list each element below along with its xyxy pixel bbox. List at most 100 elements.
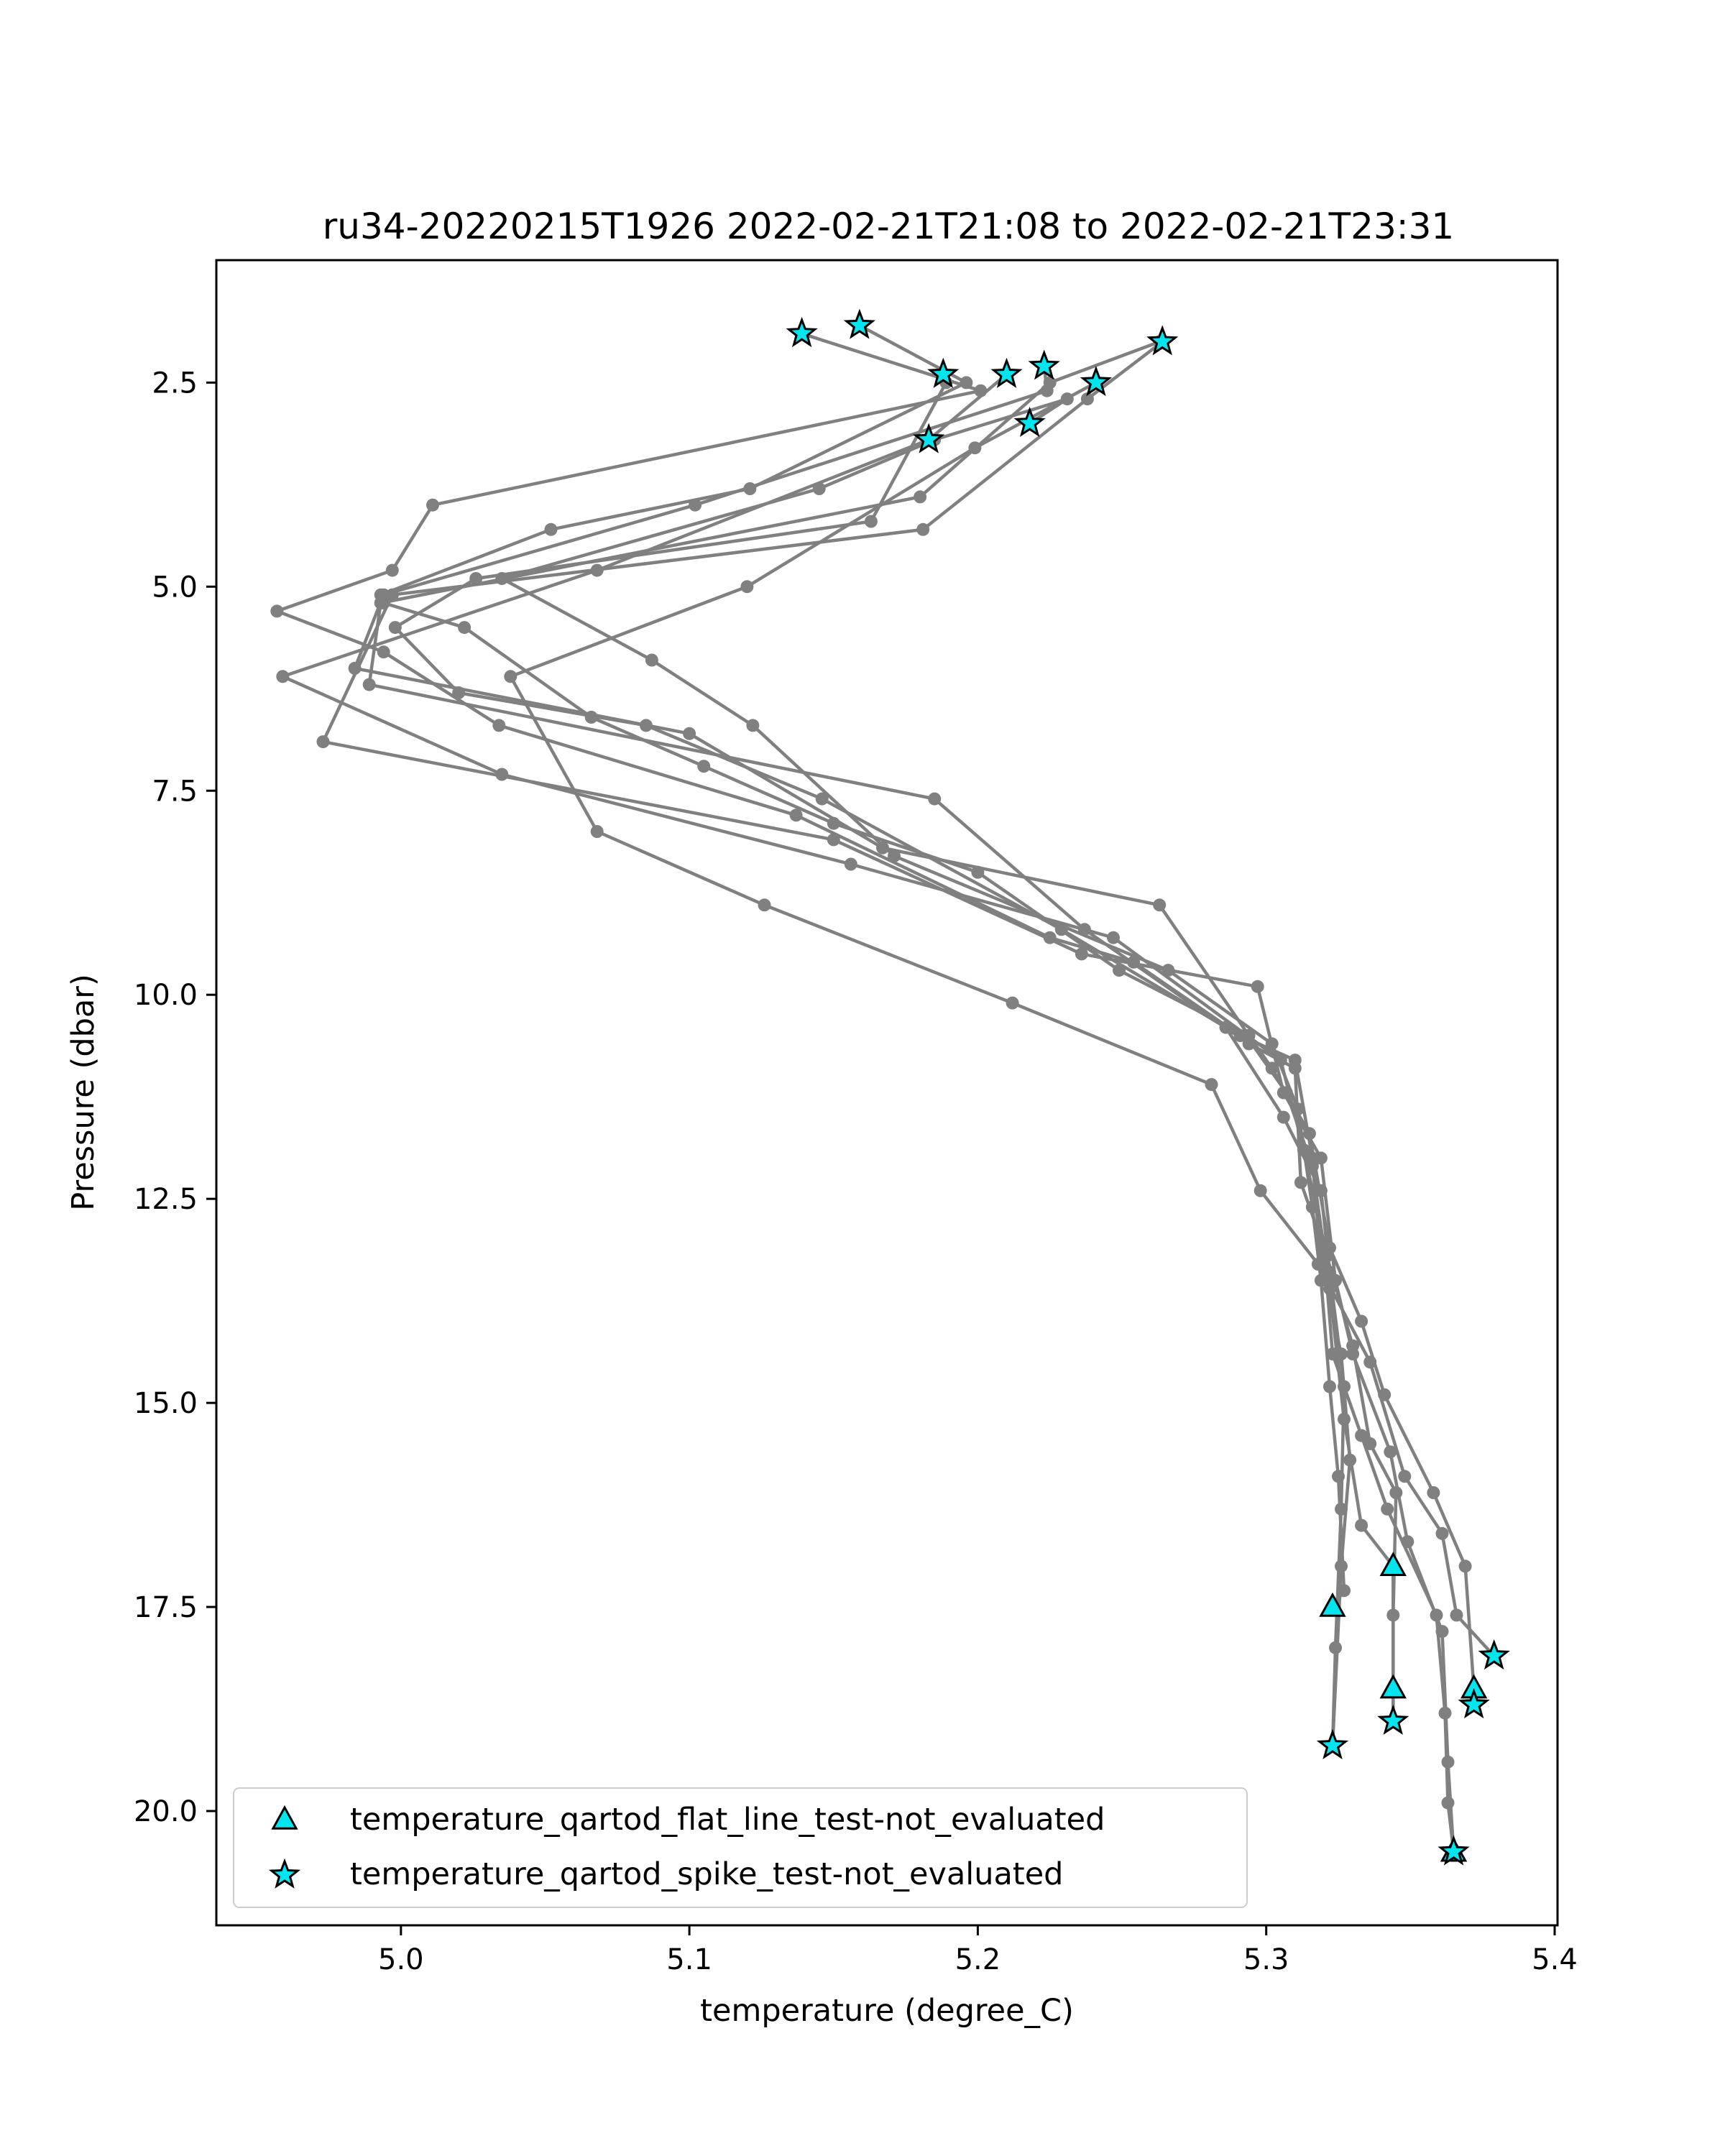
profile-point <box>971 865 985 879</box>
profile-point <box>1043 931 1057 944</box>
spike-marker <box>927 357 960 388</box>
profile-point <box>1355 1314 1368 1328</box>
spike-marker <box>1377 1704 1409 1735</box>
profile-point <box>1335 1502 1348 1516</box>
profile-point <box>1363 1437 1377 1450</box>
y-axis-label: Pressure (dbar) <box>65 974 101 1210</box>
profile-line-9 <box>500 397 1346 1608</box>
profile-point <box>1205 1078 1218 1092</box>
profile-point <box>590 563 604 577</box>
profile-point <box>1450 1608 1463 1622</box>
profile-point <box>504 670 518 683</box>
legend-box <box>233 1787 1248 1908</box>
profile-point <box>1386 1608 1400 1622</box>
x-tick-label: 5.0 <box>378 1943 424 1976</box>
profile-point <box>1329 1273 1342 1287</box>
profile-point <box>1430 1608 1443 1622</box>
plot-area <box>215 259 1559 1927</box>
profile-point <box>584 711 598 724</box>
profile-point <box>968 441 982 455</box>
profile-lines <box>275 323 1496 1853</box>
profile-point <box>1435 1625 1449 1639</box>
profile-point <box>1378 1388 1392 1401</box>
profile-point <box>1153 898 1167 912</box>
profile-point <box>1384 1445 1397 1459</box>
profile-point <box>1398 1470 1412 1483</box>
profile-point <box>1305 1200 1319 1214</box>
profile-point <box>1107 931 1120 944</box>
profile-point <box>495 572 509 585</box>
profile-point <box>385 563 399 577</box>
profile-point <box>916 522 930 536</box>
profile-points <box>270 318 1501 1858</box>
profile-point <box>385 588 399 602</box>
profile-point <box>1346 1348 1360 1360</box>
profile-point <box>1288 1061 1302 1075</box>
profile-point <box>1251 980 1264 993</box>
profile-point <box>960 376 973 390</box>
profile-point <box>1317 1241 1330 1255</box>
profile-point <box>388 621 402 635</box>
legend-label-flat-line: temperature_qartod_flat_line_test-not_ev… <box>350 1802 1105 1838</box>
profile-point <box>789 808 803 822</box>
y-tick-label: 17.5 <box>134 1591 198 1624</box>
profile-point <box>1355 1429 1368 1442</box>
profile-point <box>544 522 558 536</box>
profile-line-5 <box>353 366 1476 1705</box>
x-axis-label: temperature (degree_C) <box>700 1993 1074 2029</box>
profile-point <box>888 849 901 863</box>
profile-point <box>492 719 506 732</box>
x-tick-label: 5.1 <box>666 1943 712 1976</box>
profile-point <box>452 686 466 699</box>
y-tick-label: 10.0 <box>134 979 198 1012</box>
legend-triangle <box>271 1805 298 1830</box>
profile-point <box>1006 996 1019 1010</box>
legend-triangle-marker <box>271 1805 298 1830</box>
profile-point <box>1274 1054 1287 1067</box>
profile-point <box>1302 1127 1316 1141</box>
profile-point <box>1276 1086 1290 1100</box>
spike-marker <box>1316 1728 1349 1759</box>
spike-marker <box>1438 1835 1470 1866</box>
profile-point <box>1338 1412 1351 1426</box>
profile-point <box>1441 1796 1455 1810</box>
y-tick-label: 20.0 <box>134 1795 198 1828</box>
profile-point <box>1326 1348 1339 1360</box>
legend-star <box>268 1858 301 1889</box>
x-tick-label: 5.4 <box>1532 1943 1578 1976</box>
x-tick-label: 5.3 <box>1243 1943 1289 1976</box>
y-tick-label: 7.5 <box>152 775 198 808</box>
profile-point <box>1242 1037 1256 1051</box>
profile-point <box>1355 1519 1368 1532</box>
profile-point <box>1401 1535 1414 1549</box>
profile-point <box>348 661 362 675</box>
profile-point <box>1314 1273 1328 1287</box>
profile-point <box>495 768 509 781</box>
x-axis-ticks: 5.0 5.1 5.2 5.3 5.4 <box>378 1925 1578 1976</box>
profile-point <box>1329 1641 1342 1654</box>
profile-point <box>827 833 840 847</box>
y-tick-label: 12.5 <box>134 1183 198 1216</box>
profile-point <box>683 727 696 740</box>
flat-line-marker <box>1379 1552 1407 1576</box>
profile-point <box>1381 1502 1394 1516</box>
profile-point <box>864 515 878 528</box>
y-tick-label: 5.0 <box>152 571 198 604</box>
profile-point <box>1314 1151 1328 1165</box>
profile-point <box>377 645 390 659</box>
profile-point <box>1335 1560 1348 1573</box>
profile-point <box>697 760 711 773</box>
spike-marker <box>1028 349 1060 380</box>
profile-point <box>458 621 472 635</box>
legend: temperature_qartod_flat_line_test-not_ev… <box>233 1787 1248 1908</box>
spike-marker <box>1013 406 1046 437</box>
flat-line-marker <box>1379 1674 1407 1699</box>
profile-point <box>1265 1037 1279 1051</box>
profile-point <box>815 792 829 806</box>
profile-point <box>469 572 483 585</box>
y-tick-label: 2.5 <box>152 367 198 400</box>
qartod-markers <box>786 308 1510 1866</box>
profile-line-2 <box>379 323 1395 1722</box>
profile-point <box>1441 1755 1455 1769</box>
